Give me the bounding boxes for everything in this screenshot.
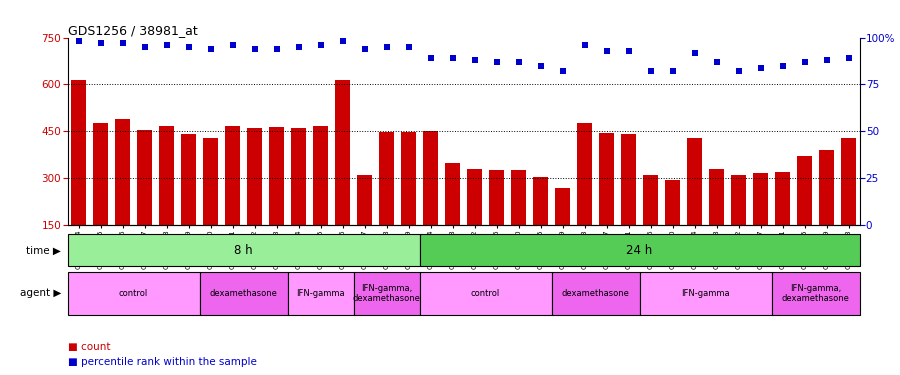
Bar <box>552 272 640 315</box>
Bar <box>115 119 130 225</box>
Text: IFN-gamma: IFN-gamma <box>681 289 730 298</box>
Bar <box>753 173 768 225</box>
Bar <box>292 128 306 225</box>
Bar <box>313 126 328 225</box>
Bar <box>578 123 591 225</box>
Bar <box>644 175 658 225</box>
Bar <box>419 234 860 266</box>
Bar <box>401 132 416 225</box>
Bar <box>354 272 419 315</box>
Text: IFN-gamma,
dexamethasone: IFN-gamma, dexamethasone <box>781 284 850 303</box>
Bar <box>688 138 702 225</box>
Bar <box>181 134 195 225</box>
Bar <box>380 132 393 225</box>
Bar <box>357 175 372 225</box>
Text: dexamethasone: dexamethasone <box>562 289 629 298</box>
Text: ■ percentile rank within the sample: ■ percentile rank within the sample <box>68 357 256 367</box>
Bar <box>621 134 635 225</box>
Bar <box>269 127 284 225</box>
Bar <box>534 177 547 225</box>
Bar <box>68 234 419 266</box>
Bar <box>819 150 833 225</box>
Bar <box>203 138 218 225</box>
Bar <box>336 80 349 225</box>
Bar <box>599 133 614 225</box>
Bar <box>732 175 745 225</box>
Text: control: control <box>471 289 500 298</box>
Bar <box>446 162 460 225</box>
Bar <box>797 156 812 225</box>
Bar <box>709 169 724 225</box>
Text: dexamethasone: dexamethasone <box>210 289 277 298</box>
Bar <box>423 131 437 225</box>
Bar <box>842 138 856 225</box>
Text: IFN-gamma: IFN-gamma <box>296 289 345 298</box>
Bar <box>771 272 859 315</box>
Bar <box>467 169 482 225</box>
Bar <box>490 170 504 225</box>
Text: ■ count: ■ count <box>68 342 110 352</box>
Bar <box>248 128 262 225</box>
Text: GDS1256 / 38981_at: GDS1256 / 38981_at <box>68 24 197 38</box>
Text: 24 h: 24 h <box>626 244 652 257</box>
Bar <box>555 188 570 225</box>
Text: control: control <box>119 289 148 298</box>
Bar <box>419 272 552 315</box>
Text: 8 h: 8 h <box>234 244 253 257</box>
Bar <box>138 130 151 225</box>
Bar <box>287 272 354 315</box>
Bar <box>640 272 771 315</box>
Text: IFN-gamma,
dexamethasone: IFN-gamma, dexamethasone <box>353 284 420 303</box>
Text: time ▶: time ▶ <box>26 245 61 255</box>
Bar <box>94 123 108 225</box>
Bar <box>225 126 239 225</box>
Text: agent ▶: agent ▶ <box>20 288 61 298</box>
Bar <box>511 170 526 225</box>
Bar <box>68 272 200 315</box>
Bar <box>159 126 174 225</box>
Bar <box>71 80 86 225</box>
Bar <box>200 272 287 315</box>
Bar <box>776 172 789 225</box>
Bar <box>665 180 680 225</box>
